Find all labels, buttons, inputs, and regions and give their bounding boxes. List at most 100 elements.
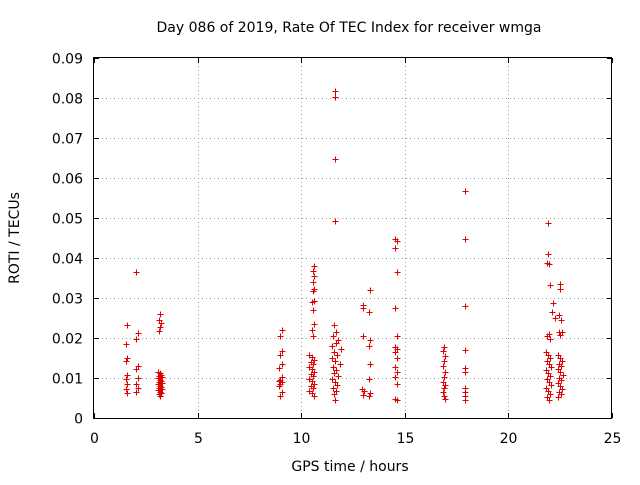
- data-point: [394, 333, 401, 340]
- data-point: [552, 315, 559, 322]
- data-point: [124, 372, 131, 379]
- data-point: [310, 385, 317, 392]
- data-point: [544, 333, 551, 340]
- data-point: [367, 337, 374, 344]
- data-point: [367, 390, 374, 397]
- y-tick-label: 0.07: [52, 132, 83, 148]
- data-point: [441, 393, 448, 400]
- data-point: [335, 373, 342, 380]
- data-point: [331, 322, 338, 329]
- data-point: [279, 389, 286, 396]
- data-point: [556, 312, 563, 319]
- data-point: [557, 369, 564, 376]
- x-tick-label: 15: [397, 431, 415, 447]
- data-point: [123, 386, 130, 393]
- data-point: [157, 393, 164, 400]
- data-point: [330, 385, 337, 392]
- data-point: [366, 343, 373, 350]
- data-point: [367, 287, 374, 294]
- data-point: [441, 358, 448, 365]
- data-point: [392, 374, 399, 381]
- data-point: [366, 309, 373, 316]
- data-point: [394, 369, 401, 376]
- data-point: [462, 397, 469, 404]
- data-point: [310, 279, 317, 286]
- y-axis-label: ROTI / TECUs: [7, 192, 23, 284]
- data-point: [440, 348, 447, 355]
- data-point: [310, 288, 317, 295]
- data-point: [276, 383, 283, 390]
- data-point: [279, 327, 286, 334]
- data-point: [545, 251, 552, 258]
- data-point: [276, 365, 283, 372]
- data-point: [331, 349, 338, 356]
- y-tick-label: 0.06: [52, 172, 83, 188]
- data-point: [310, 268, 317, 275]
- data-point: [124, 390, 131, 397]
- data-point: [547, 355, 554, 362]
- data-point: [311, 321, 318, 328]
- x-tick-label: 10: [293, 431, 311, 447]
- data-point: [547, 336, 554, 343]
- data-point: [310, 361, 317, 368]
- data-point: [549, 309, 556, 316]
- data-point: [332, 397, 339, 404]
- data-point: [557, 286, 564, 293]
- data-point: [332, 156, 339, 163]
- data-point: [547, 373, 554, 380]
- data-point: [332, 94, 339, 101]
- data-point: [462, 188, 469, 195]
- data-point: [367, 361, 374, 368]
- data-point: [441, 385, 448, 392]
- data-point: [124, 381, 131, 388]
- data-point: [557, 332, 564, 339]
- data-point: [559, 358, 566, 365]
- data-point: [123, 341, 130, 348]
- data-point: [361, 388, 368, 395]
- data-point: [332, 358, 339, 365]
- data-point: [330, 364, 337, 371]
- data-point: [394, 397, 401, 404]
- data-point: [440, 363, 447, 370]
- data-point: [559, 386, 566, 393]
- data-point: [329, 343, 336, 350]
- x-tick-label: 25: [604, 431, 622, 447]
- data-point: [156, 328, 163, 335]
- data-point: [310, 373, 317, 380]
- data-point: [558, 377, 565, 384]
- y-tick-label: 0.05: [52, 212, 83, 228]
- data-point: [338, 346, 345, 353]
- y-tick-label: 0.08: [52, 92, 83, 108]
- grid-lines: [94, 58, 612, 418]
- data-point: [332, 88, 339, 95]
- data-point: [309, 299, 316, 306]
- data-point: [545, 220, 552, 227]
- data-point: [133, 389, 140, 396]
- data-point: [546, 397, 553, 404]
- data-point: [157, 311, 164, 318]
- data-point: [124, 322, 131, 329]
- data-point: [360, 333, 367, 340]
- data-point: [392, 245, 399, 252]
- data-point: [360, 392, 367, 399]
- data-point: [462, 369, 469, 376]
- data-point: [311, 263, 318, 270]
- data-point: [392, 305, 399, 312]
- data-point: [547, 391, 554, 398]
- data-point: [334, 352, 341, 359]
- data-point: [555, 394, 562, 401]
- data-point: [133, 366, 140, 373]
- y-tick-label: 0.03: [52, 292, 83, 308]
- data-point: [442, 382, 449, 389]
- data-point: [123, 358, 130, 365]
- x-tick-label: 0: [90, 431, 99, 447]
- x-axis-label: GPS time / hours: [291, 459, 408, 475]
- data-point: [279, 348, 286, 355]
- data-point: [334, 382, 341, 389]
- data-point: [330, 333, 337, 340]
- data-point: [310, 307, 317, 314]
- data-point: [123, 376, 130, 383]
- data-point: [548, 364, 555, 371]
- axis-ticks: 0 5 10 15 20 25 0 0.01 0.02 0.03 0.04 0.05 0.06 0.07 0…: [52, 52, 622, 448]
- data-point: [329, 355, 336, 362]
